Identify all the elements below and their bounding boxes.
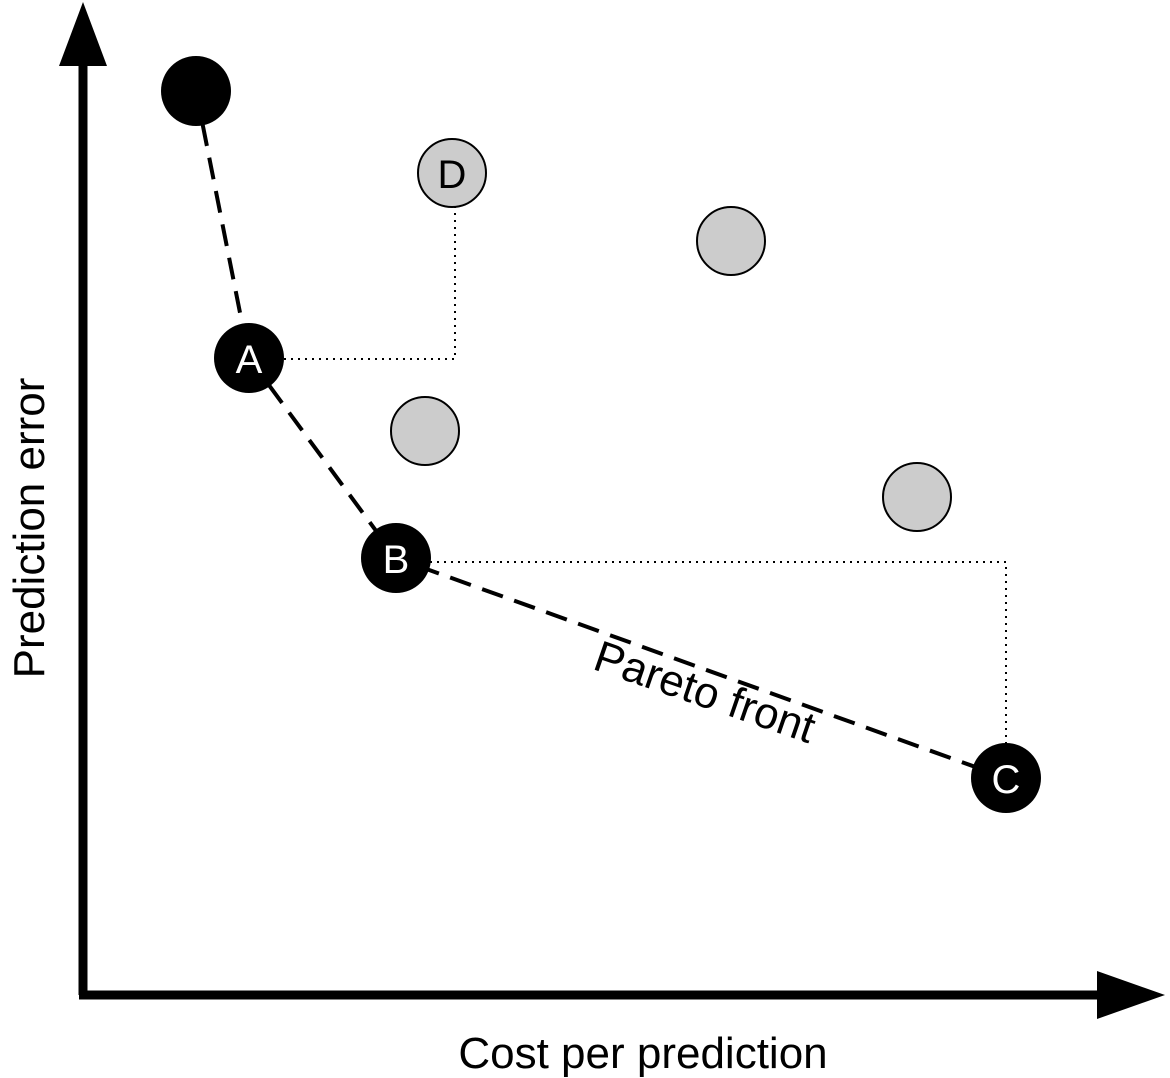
- axes: [59, 2, 1165, 1019]
- y-axis-label: Prediction error: [5, 378, 54, 679]
- point-c: [971, 743, 1041, 813]
- point-a-label: A: [236, 338, 263, 382]
- point-d: [417, 138, 487, 208]
- dominated-points: D: [390, 138, 952, 532]
- point-c-label: C: [992, 758, 1021, 802]
- x-axis-arrowhead: [1097, 971, 1165, 1019]
- front-points: A B C: [161, 56, 1041, 813]
- point-gray-3: [882, 462, 952, 532]
- point-gray-2: [390, 396, 460, 466]
- point-b-label: B: [383, 538, 410, 582]
- pareto-front-line: [194, 90, 1007, 780]
- dominance-guide-b-c: [430, 561, 1007, 745]
- point-top-front: [161, 56, 231, 126]
- x-axis-label: Cost per prediction: [458, 1029, 827, 1078]
- point-d-label: D: [438, 153, 467, 197]
- point-gray-1: [696, 206, 766, 276]
- pareto-front-label: Pareto front: [588, 632, 821, 753]
- y-axis-arrowhead: [59, 2, 107, 66]
- dominance-guide-a-d: [284, 207, 456, 360]
- point-b: [361, 523, 431, 593]
- dominance-guides: [284, 207, 1007, 745]
- point-a: [214, 323, 284, 393]
